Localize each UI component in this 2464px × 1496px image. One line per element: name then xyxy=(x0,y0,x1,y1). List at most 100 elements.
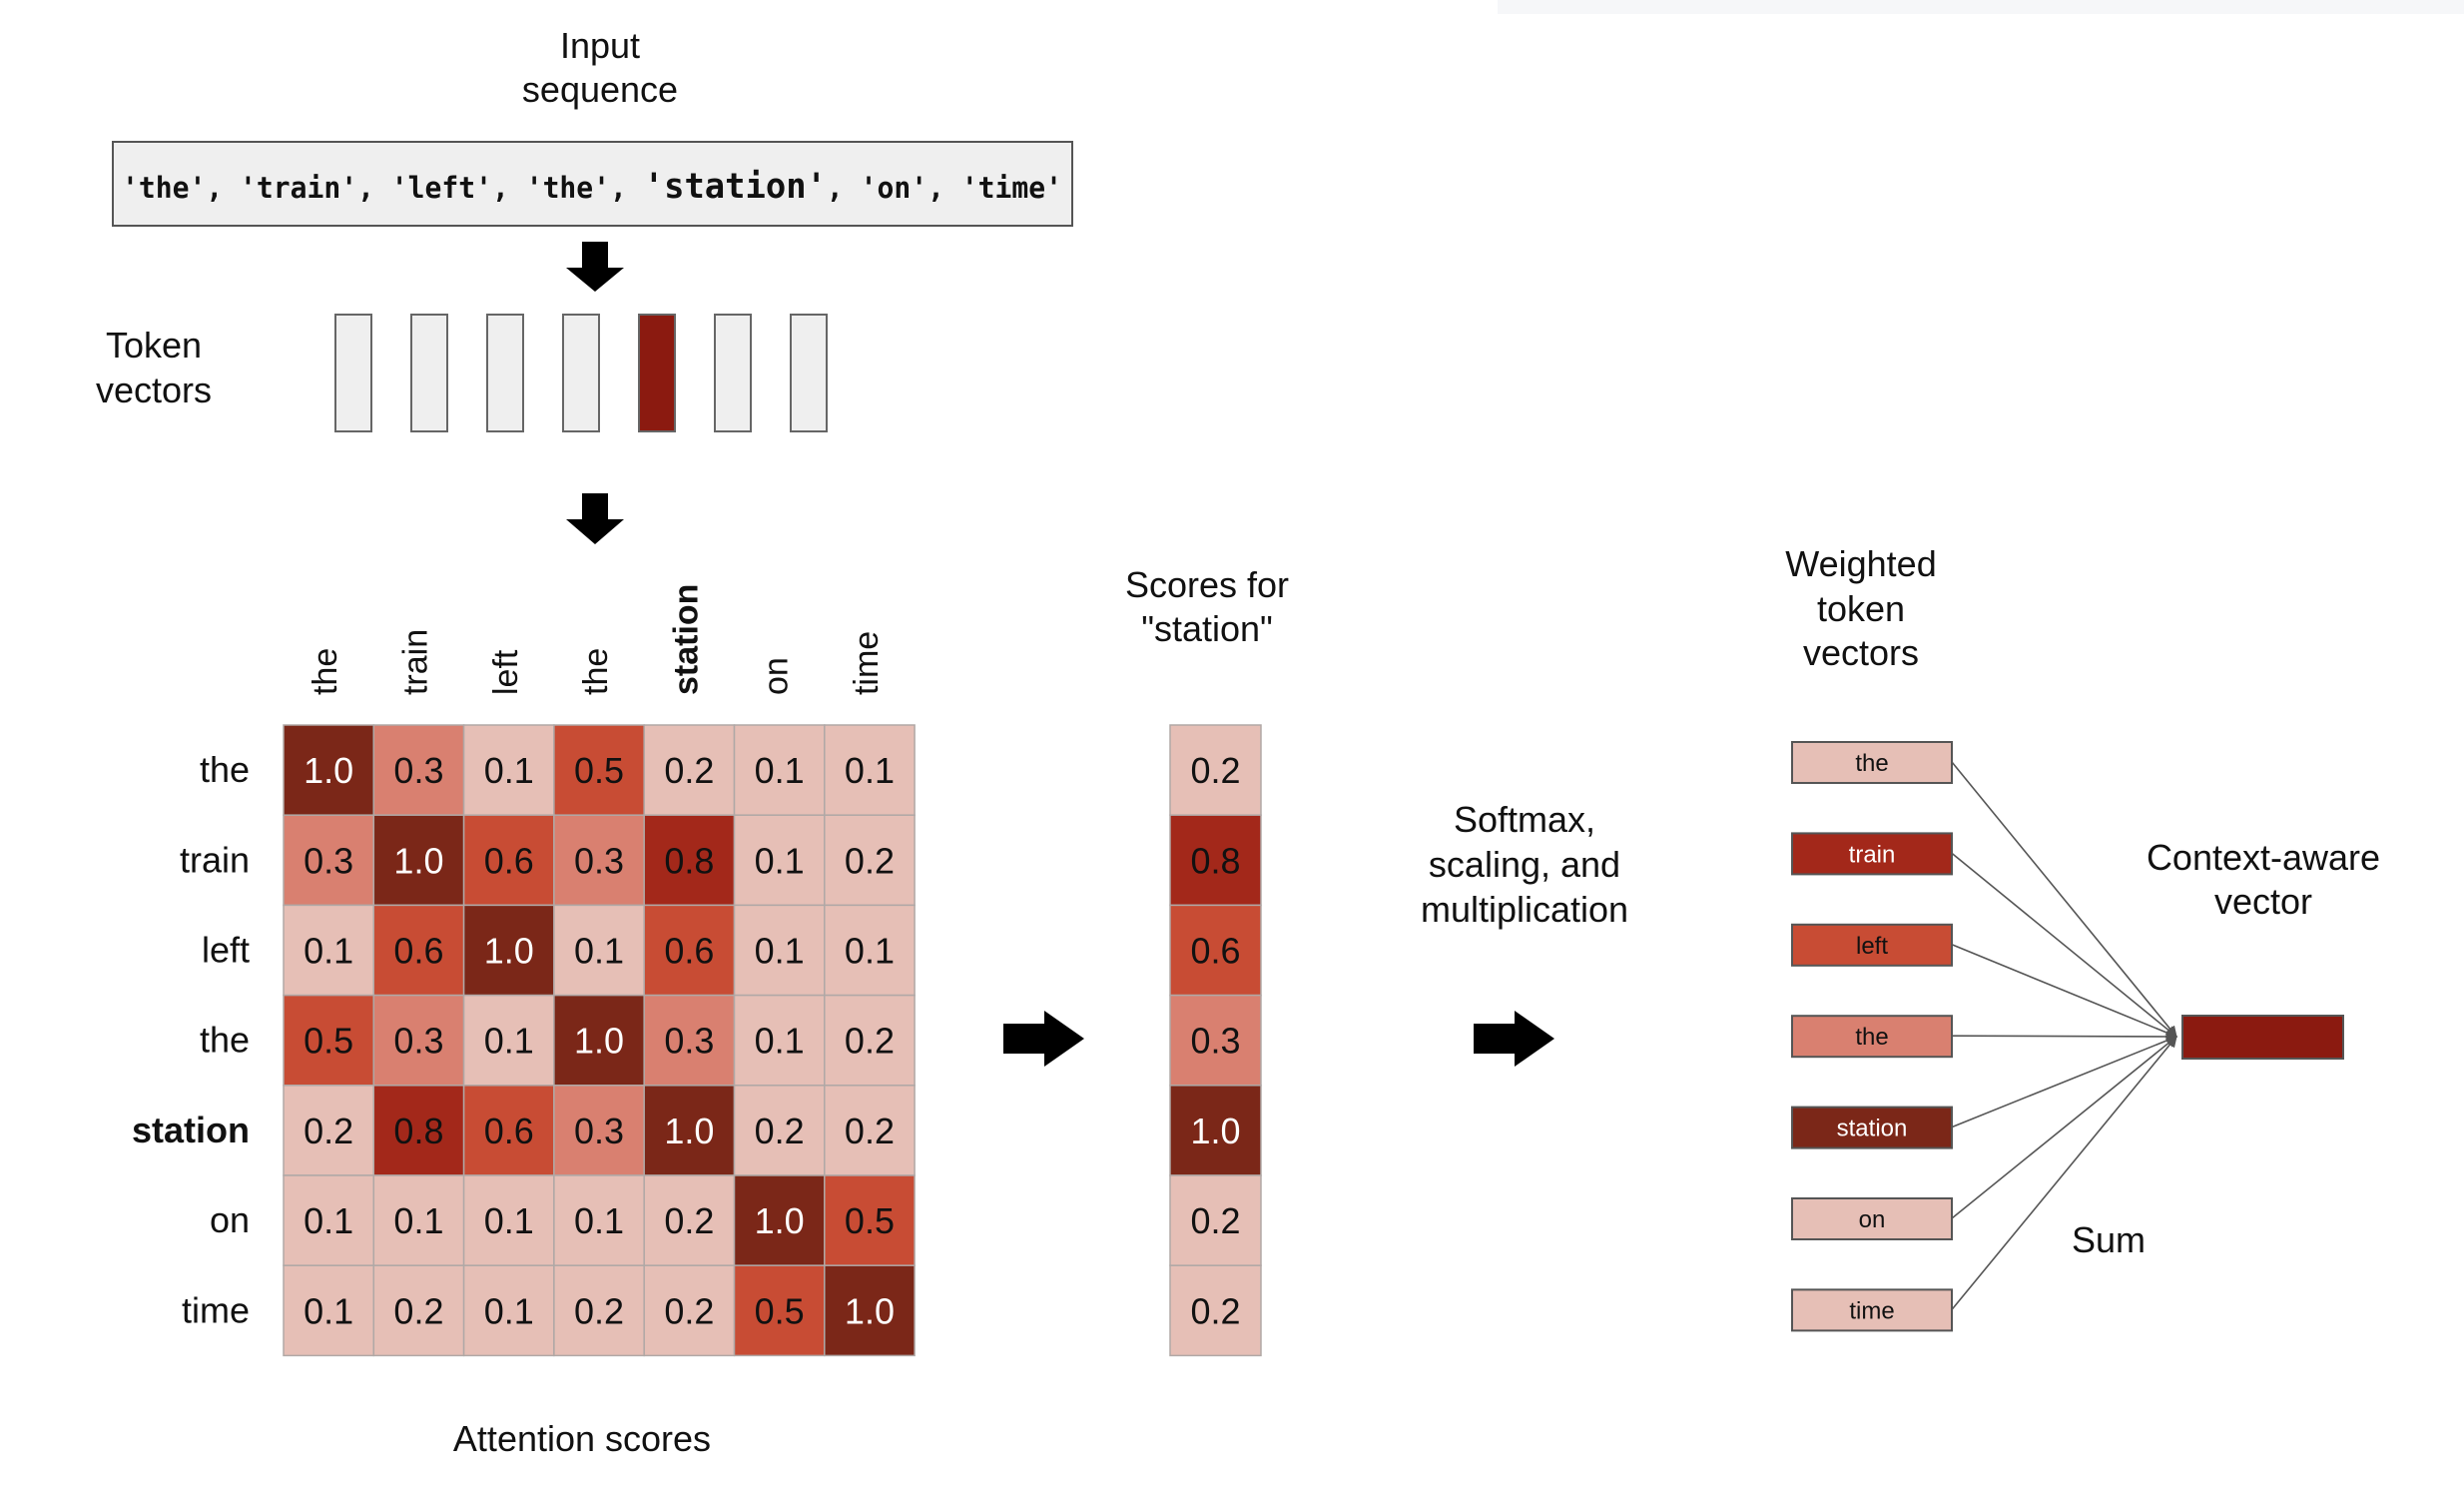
token-vector xyxy=(562,314,600,432)
matrix-row-label: the xyxy=(200,749,250,790)
weighted-vector xyxy=(1791,1197,1953,1240)
scores-title-line1: Scores for xyxy=(1125,564,1289,605)
weighted-title-line2: token xyxy=(1817,588,1905,629)
matrix-cell-value: 0.1 xyxy=(574,1200,624,1241)
weighted-vector xyxy=(1791,741,1953,784)
right-arrow-icon xyxy=(1003,1011,1084,1067)
matrix-cell xyxy=(733,1174,826,1266)
matrix-cell-value: 0.1 xyxy=(574,931,624,972)
token-vector xyxy=(486,314,524,432)
weighted-title-line3: vectors xyxy=(1803,632,1919,673)
matrix-cell xyxy=(283,904,375,997)
score-value: 0.8 xyxy=(1190,840,1240,881)
matrix-cell-value: 0.3 xyxy=(574,1111,624,1151)
matrix-cell xyxy=(462,1264,555,1357)
token-vector-row xyxy=(334,314,828,432)
matrix-cell-value: 0.2 xyxy=(845,1021,895,1062)
sum-connector-line xyxy=(1951,1035,2178,1128)
matrix-row-label: station xyxy=(132,1110,250,1150)
input-token: 'station' xyxy=(644,167,827,207)
score-cell xyxy=(1169,1174,1262,1266)
matrix-cell-value: 0.2 xyxy=(574,1290,624,1331)
matrix-cell-value: 0.5 xyxy=(304,1021,353,1062)
matrix-cell xyxy=(824,1174,916,1266)
score-cell xyxy=(1169,1264,1262,1357)
matrix-row-label: the xyxy=(200,1020,250,1061)
matrix-cell xyxy=(553,1174,645,1266)
matrix-cell-value: 0.1 xyxy=(304,1200,353,1241)
matrix-cell xyxy=(733,814,826,907)
matrix-cell-value: 0.6 xyxy=(393,931,443,972)
matrix-cell xyxy=(372,1264,465,1357)
token-separator: , xyxy=(927,171,961,205)
matrix-cell-value: 0.1 xyxy=(484,1021,534,1062)
score-cell xyxy=(1169,724,1262,816)
matrix-column-label: train xyxy=(396,629,434,695)
matrix-cell xyxy=(824,1085,916,1176)
matrix-cell xyxy=(372,1085,465,1176)
matrix-cell-value: 0.1 xyxy=(484,1200,534,1241)
input-sequence-tokens: 'the', 'train', 'left', 'the', 'station'… xyxy=(122,167,1062,207)
softmax-label-line1: Softmax, xyxy=(1454,799,1595,840)
context-title-line1: Context-aware xyxy=(2147,837,2380,878)
token-vector xyxy=(410,314,448,432)
background-panel xyxy=(1498,0,2464,14)
token-separator: , xyxy=(206,171,240,205)
score-value: 0.2 xyxy=(1190,1200,1240,1241)
attention-scores-caption: Attention scores xyxy=(453,1418,711,1459)
matrix-row-label: left xyxy=(202,930,250,971)
matrix-cell-value: 0.5 xyxy=(845,1200,895,1241)
weighted-vector-label: the xyxy=(1855,1024,1888,1051)
matrix-cell xyxy=(553,1264,645,1357)
matrix-cell-value: 0.5 xyxy=(755,1290,805,1331)
score-value: 0.2 xyxy=(1190,1290,1240,1331)
matrix-cell-value: 0.6 xyxy=(484,840,534,881)
matrix-cell-value: 0.1 xyxy=(845,750,895,791)
matrix-row-labels: the train left the station on time xyxy=(132,749,250,1330)
matrix-cell-value: 0.1 xyxy=(393,1200,443,1241)
context-title-line2: vector xyxy=(2214,881,2312,922)
sum-connector-line xyxy=(1951,944,2178,1039)
matrix-cell-value: 0.3 xyxy=(304,840,353,881)
weighted-vector-label: train xyxy=(1849,841,1896,868)
weighted-vector-label: the xyxy=(1855,750,1888,777)
token-vector xyxy=(334,314,372,432)
matrix-cell-value: 1.0 xyxy=(393,840,443,881)
matrix-cell-value: 0.2 xyxy=(755,1111,805,1151)
token-vector xyxy=(714,314,752,432)
weighted-vector-label: on xyxy=(1859,1206,1886,1233)
matrix-cell-value: 1.0 xyxy=(484,931,534,972)
matrix-cell-value: 0.2 xyxy=(845,1111,895,1151)
matrix-column-label: time xyxy=(848,631,886,695)
matrix-cell-value: 0.2 xyxy=(393,1290,443,1331)
matrix-cell-value: 0.2 xyxy=(664,1200,714,1241)
matrix-row-label: on xyxy=(210,1199,250,1240)
input-token: 'left' xyxy=(391,171,492,205)
sum-connector-line xyxy=(1951,1036,2177,1219)
matrix-cell-value: 1.0 xyxy=(304,750,353,791)
token-separator: , xyxy=(357,171,391,205)
input-sequence-title-line1: Input xyxy=(560,25,640,66)
sum-connector-line xyxy=(1951,1036,2177,1310)
matrix-cell-value: 0.6 xyxy=(484,1111,534,1151)
matrix-cell xyxy=(643,1264,736,1357)
matrix-column-labels: the train left the station on time xyxy=(307,584,886,695)
matrix-cell xyxy=(643,994,736,1087)
score-value: 0.3 xyxy=(1190,1021,1240,1062)
matrix-cell xyxy=(283,724,375,816)
matrix-cell-value: 0.3 xyxy=(393,1021,443,1062)
matrix-cell-value: 0.1 xyxy=(304,1290,353,1331)
matrix-cell xyxy=(824,994,916,1087)
matrix-cell xyxy=(372,724,465,816)
matrix-cell xyxy=(283,994,375,1087)
sum-connector-line xyxy=(1951,852,2177,1038)
matrix-column-label: station xyxy=(667,584,705,695)
sum-connectors xyxy=(1951,761,2178,1310)
weighted-vector xyxy=(1791,923,1953,967)
input-token: 'the' xyxy=(526,171,610,205)
matrix-cell-value: 0.1 xyxy=(845,931,895,972)
matrix-cell-value: 0.8 xyxy=(393,1111,443,1151)
input-token: 'the' xyxy=(122,171,206,205)
matrix-cell-value: 0.1 xyxy=(484,750,534,791)
weighted-title-line1: Weighted xyxy=(1785,543,1936,584)
